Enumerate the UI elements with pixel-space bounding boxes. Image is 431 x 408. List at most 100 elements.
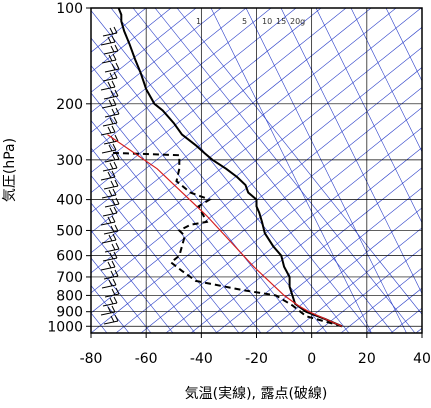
x-tick-label: -60	[135, 351, 158, 367]
temperature-line	[117, 8, 343, 328]
wind-barb	[104, 107, 120, 118]
mixing-ratio-line	[91, 37, 328, 333]
mixing-ratio-label: 1	[196, 17, 201, 26]
wind-barb	[103, 44, 119, 55]
wind-barb	[100, 215, 116, 226]
mixing-ratio-line	[110, 8, 372, 333]
wind-barb	[101, 233, 117, 244]
temperature-gridlines	[90, 8, 423, 333]
adiabat-line	[91, 8, 197, 93]
x-axis-ticks: -80 -60 -40 -20 0 20 40	[80, 333, 431, 367]
adiabat-line	[91, 8, 397, 254]
adiabat-line	[91, 8, 222, 113]
adiabat-line	[91, 8, 247, 133]
wind-barb	[103, 224, 119, 235]
mixing-ratio-lines	[91, 8, 422, 333]
y-axis-label: 気圧(hPa)	[2, 138, 18, 202]
wind-barb	[104, 152, 120, 163]
y-tick-label: 500	[56, 223, 83, 239]
adiabat-line	[140, 107, 422, 333]
y-tick-label: 600	[56, 249, 83, 265]
adiabat-line	[265, 207, 422, 333]
dry-adiabat-line	[210, 8, 372, 333]
adiabat-line	[290, 227, 422, 333]
mixing-ratio-labels: 1 5 10 15 20g	[196, 17, 305, 26]
wind-barb	[104, 242, 120, 253]
adiabat-line	[91, 8, 172, 73]
adiabat-line	[91, 8, 422, 274]
wind-barb	[104, 197, 120, 208]
wind-barb	[102, 26, 118, 37]
parcel-line	[107, 134, 343, 327]
adiabat-line	[315, 247, 422, 333]
y-tick-label: 100	[56, 1, 83, 17]
mixing-ratio-label: 5	[242, 17, 247, 26]
adiabat-line	[415, 327, 422, 333]
wind-barb	[101, 278, 117, 289]
mixing-ratio-label: 15	[276, 17, 286, 26]
dewpoint-line	[110, 151, 343, 328]
wind-barb	[100, 260, 116, 271]
adiabat-line	[340, 267, 422, 333]
wind-barb	[100, 80, 116, 91]
adiabat-line	[91, 26, 422, 294]
wind-barb	[102, 161, 118, 172]
adiabat-line	[91, 46, 422, 314]
wind-barb	[102, 296, 118, 307]
wind-barb	[100, 125, 116, 136]
dry-adiabat-line	[280, 8, 422, 295]
wind-barb	[100, 35, 116, 46]
wind-barb	[102, 206, 118, 217]
wind-barb	[102, 71, 118, 82]
mixing-ratio-line	[154, 8, 416, 333]
wind-barb	[103, 314, 119, 325]
y-tick-label: 700	[56, 270, 83, 286]
wind-barb	[101, 98, 117, 109]
mixing-ratio-line	[91, 92, 284, 333]
y-tick-label: 1000	[47, 319, 83, 335]
adiabat-line	[91, 67, 422, 333]
x-tick-label: -40	[190, 351, 213, 367]
wind-barb	[103, 269, 119, 280]
dry-adiabat-line	[350, 8, 422, 153]
mixing-ratio-line	[91, 175, 218, 333]
adiabat-line	[165, 127, 422, 333]
wind-barb	[103, 179, 119, 190]
mixing-ratio-line	[91, 120, 262, 333]
mixing-ratio-line	[91, 257, 152, 333]
mixing-ratio-line	[91, 65, 306, 333]
y-tick-label: 800	[56, 288, 83, 304]
x-tick-label: 40	[413, 351, 431, 367]
dry-adiabat-line	[245, 8, 407, 333]
x-tick-label: 0	[307, 351, 316, 367]
adiabat-line	[91, 8, 322, 193]
adiabat-line	[91, 8, 297, 173]
dry-adiabat-line	[315, 8, 422, 224]
wind-barb	[102, 116, 118, 127]
wind-barb	[101, 188, 117, 199]
mixing-ratio-label: 20g	[290, 17, 305, 26]
x-axis-label: 気温(実線), 露点(破線)	[185, 386, 328, 402]
wind-barb	[104, 62, 120, 73]
x-tick-label: 20	[358, 351, 376, 367]
wind-barb	[102, 251, 118, 262]
mixing-ratio-line	[91, 202, 196, 333]
wind-barb	[100, 170, 116, 181]
y-tick-label: 300	[56, 153, 83, 169]
mixing-ratio-line	[132, 8, 394, 333]
dry-adiabat-line	[385, 8, 422, 82]
adiabat-line	[91, 8, 147, 53]
y-tick-label: 900	[56, 305, 83, 321]
mixing-ratio-line	[176, 8, 422, 315]
y-tick-label: 400	[56, 193, 83, 209]
sounding-series	[107, 8, 343, 328]
adiabat-line	[190, 147, 422, 333]
wind-barbs	[100, 26, 120, 325]
wind-barb	[100, 305, 116, 316]
x-tick-label: -20	[245, 351, 268, 367]
mixing-ratio-line	[91, 10, 350, 333]
wind-barb	[103, 89, 119, 100]
adiabat-line	[240, 187, 422, 333]
